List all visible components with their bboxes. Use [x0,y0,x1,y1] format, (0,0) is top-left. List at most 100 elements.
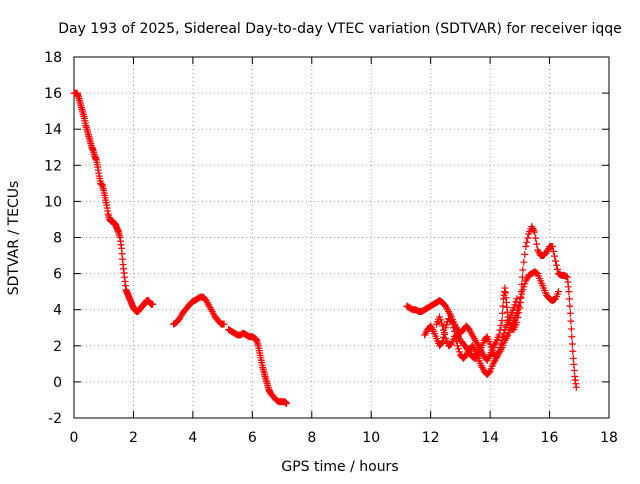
data-point [521,280,529,288]
x-tick-label: 2 [129,430,138,446]
data-point [446,316,454,324]
data-point [514,306,522,314]
data-point [439,338,447,346]
y-tick-label: 10 [44,194,62,210]
data-point [455,348,463,356]
data-point [567,325,575,333]
data-point [499,302,507,310]
data-point [453,342,461,350]
x-tick-label: 18 [600,430,618,446]
data-point [495,347,503,355]
data-point [447,317,455,325]
data-point [283,400,291,408]
data-point [513,295,521,303]
series-segment-3 [225,326,291,408]
data-point [552,261,560,269]
data-point [566,302,574,310]
data-point [488,346,496,354]
data-point [549,243,557,251]
data-point [568,333,576,341]
data-point [500,329,508,337]
data-point [448,320,456,328]
data-point [519,286,527,294]
y-axis-label: SDTVAR / TECUs [6,181,22,296]
axis-layer: 0 2 4 6 8 10 12 14 16 18 -2 0 2 4 6 8 10 12 14 16 18 [44,50,618,446]
data-point [486,340,494,348]
series-segment-6 [433,295,521,362]
data-point [515,302,523,310]
data-point [552,257,559,265]
plot-frame [73,56,610,419]
data-point [510,304,518,312]
data-point [440,326,448,334]
data-point [495,331,503,339]
x-tick-label: 8 [307,430,316,446]
data-point [532,234,540,242]
data-point [518,290,526,298]
data-point [485,368,493,376]
data-point [568,340,576,348]
x-tick-label: 4 [188,430,197,446]
data-point [522,243,530,251]
data-point [570,366,578,374]
y-tick-label: 6 [53,267,62,283]
data-point [220,320,228,328]
data-point [550,247,558,255]
x-axis-label: GPS time / hours [281,459,398,475]
data-point [497,340,505,348]
data-point [521,250,529,258]
y-tick-label: 4 [53,303,62,319]
data-point [149,300,157,308]
series-segment-2 [170,293,228,328]
y-tick-label: 18 [44,50,62,66]
x-tick-label: 12 [422,430,440,446]
data-point [496,326,504,334]
y-tick-label: 2 [53,339,62,355]
data-point [473,352,481,360]
data-point [516,298,524,306]
x-tick-label: 6 [248,430,257,446]
chart-title: Day 193 of 2025, Sidereal Day-to-day VTE… [58,21,622,37]
data-point [497,321,505,329]
data-point [512,298,520,306]
data-point [439,322,447,330]
data-point [524,234,532,242]
data-point [498,317,506,325]
data-point [454,345,462,353]
data-layer [70,89,580,408]
x-tick-label: 14 [481,430,499,446]
data-point [517,294,525,302]
data-point [438,339,446,347]
data-point [523,238,531,246]
data-point [562,273,570,281]
y-tick-label: 0 [53,375,62,391]
data-point [498,336,506,344]
x-tick-label: 16 [541,430,559,446]
y-tick-label: 16 [44,86,62,102]
data-point [436,313,444,321]
grid-layer [74,57,609,418]
data-point [567,317,575,325]
data-point [553,265,561,273]
x-tick-label: 10 [362,430,380,446]
data-point [520,283,528,291]
series-segment-1 [70,89,157,316]
data-point [498,309,506,317]
data-point [551,252,559,260]
data-point [565,288,573,296]
data-point [520,258,528,266]
y-tick-label: 14 [44,122,62,138]
x-tick-label: 0 [70,430,79,446]
data-point [441,330,449,338]
data-point [554,288,562,296]
data-point [572,383,580,391]
data-point [569,347,577,355]
data-point [437,316,445,324]
data-point [499,333,507,341]
data-point [443,321,451,329]
data-point [533,240,541,248]
data-point [487,343,495,351]
data-point [519,266,527,274]
